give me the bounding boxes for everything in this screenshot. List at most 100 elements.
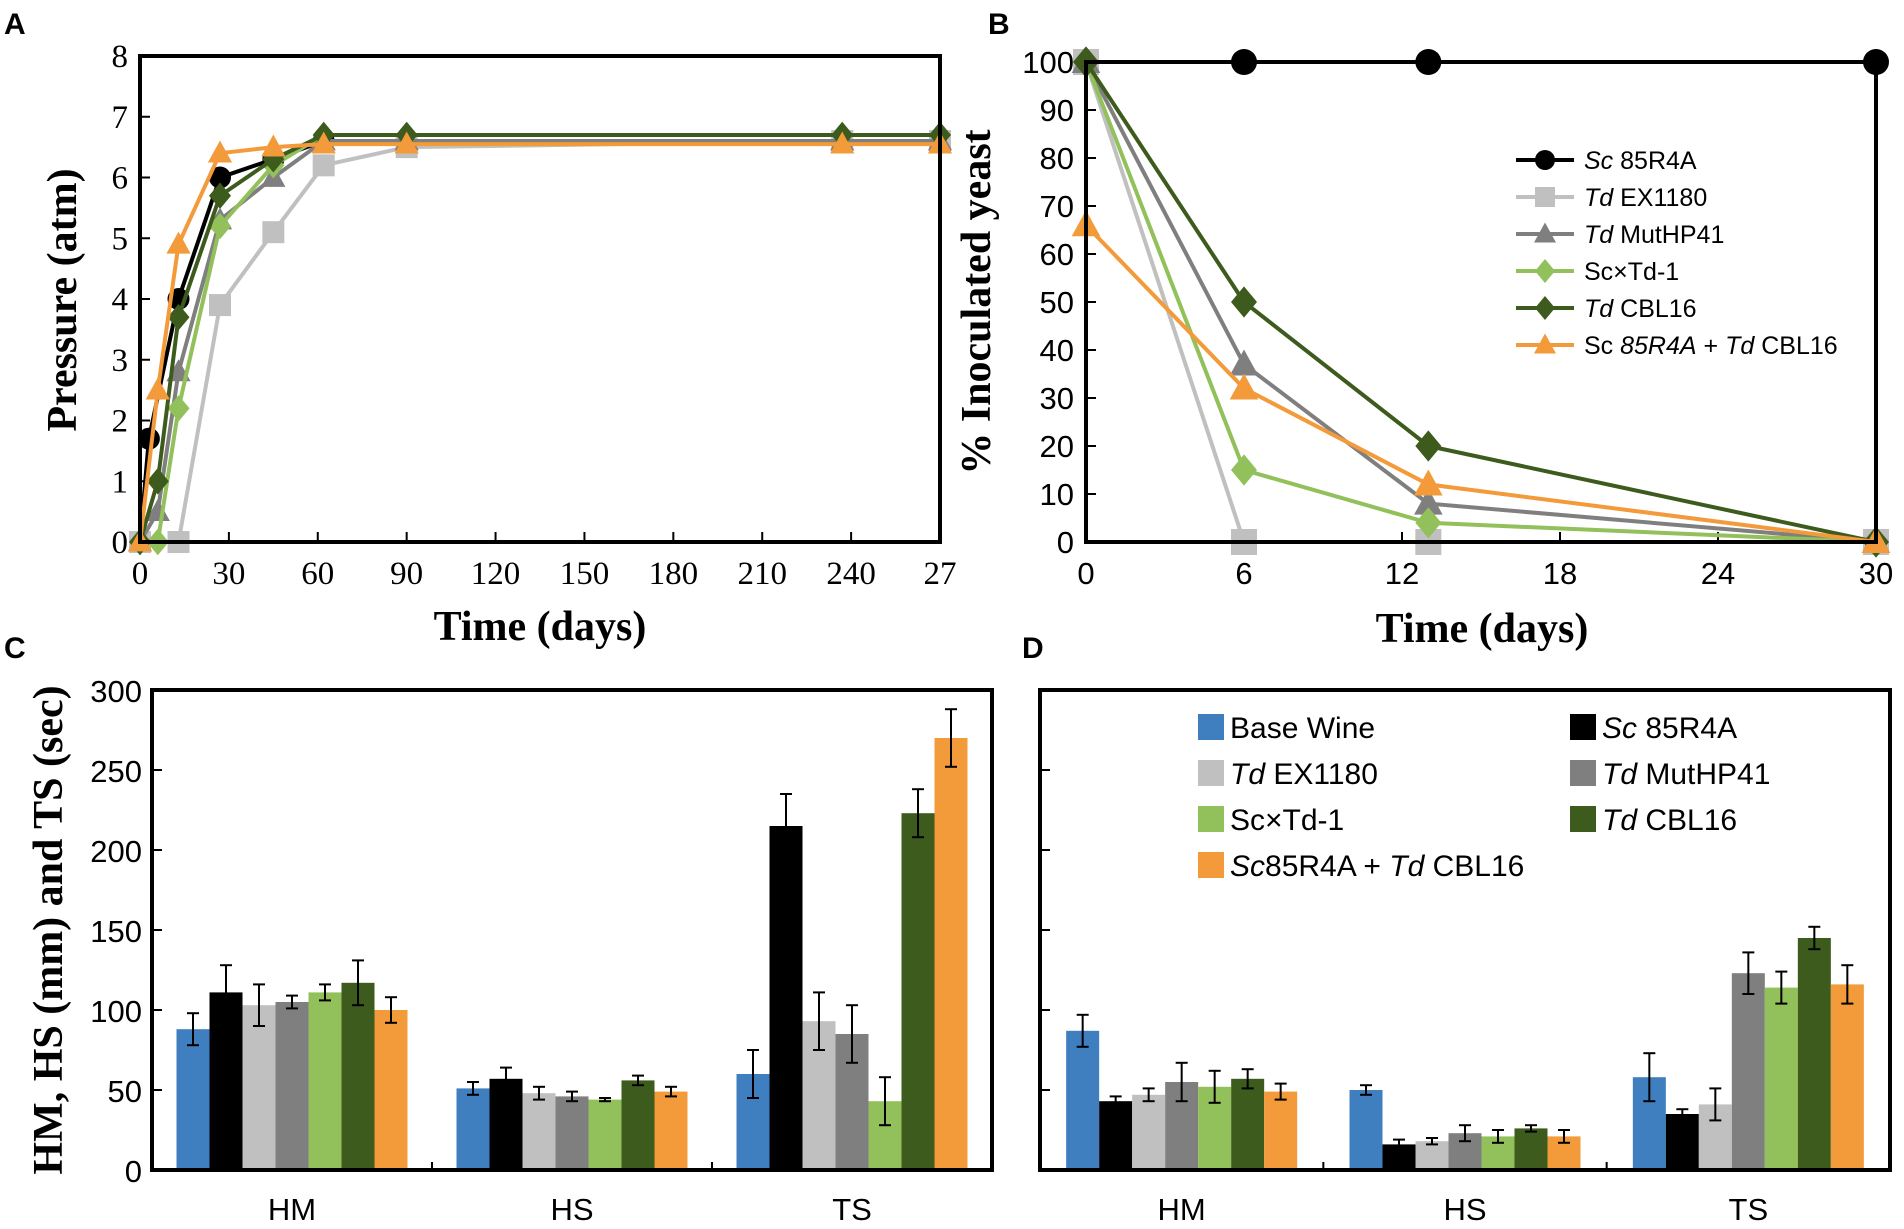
y-tick-label: 250 (90, 754, 142, 789)
data-point (209, 212, 231, 240)
y-tick-label: 60 (1040, 237, 1074, 272)
bar-td-muthp41-hs (1448, 1124, 1482, 1170)
data-point (166, 231, 191, 254)
bar-sc-85r4a-hm (1099, 1095, 1133, 1170)
data-point (145, 377, 170, 400)
bar (588, 1099, 622, 1170)
y-tick-label: 20 (1040, 429, 1074, 464)
panel-letter-b: B (988, 8, 1010, 41)
series-line (140, 139, 940, 544)
data-point (262, 221, 285, 244)
panel-b-x-axis-label: Time (days) (1376, 606, 1589, 652)
panel-b-series (1071, 46, 1891, 558)
category-label-hs: HS (550, 1192, 593, 1227)
legend-marker (1535, 296, 1555, 320)
bar (1066, 1030, 1100, 1170)
legend-label-part: 85R4A + (1265, 850, 1389, 883)
bar (1830, 984, 1864, 1170)
bar (374, 1010, 408, 1170)
bar (275, 1002, 309, 1170)
series-line (138, 139, 940, 544)
panel-a-line-chart: 0 1 2 3 4 5 6 7 8 0 30 60 90 120 150 180 210 240 27 Time (… (40, 39, 957, 650)
panel-a-ticks: 0 1 2 3 4 5 6 7 8 0 30 60 90 120 150 180 210 240 27 (112, 39, 957, 592)
bar-base-wine-ts (1632, 1052, 1666, 1170)
legend-label-part: 85R4A (1613, 147, 1697, 175)
bar-sc-85r4a-hs (489, 1066, 523, 1170)
bar-sc-td-1-hs (588, 1097, 622, 1170)
legend-label-part: Td (1584, 184, 1614, 212)
x-tick-label: 12 (1385, 556, 1419, 591)
legend-label-text: Sc×Td-1 (1230, 804, 1344, 837)
bar-td-ex1180-ts (1698, 1087, 1732, 1170)
legend-label-text: Td CBL16 (1584, 295, 1697, 323)
panel-d-bars (1066, 925, 1864, 1170)
series-line (138, 139, 940, 543)
legend-label-text: Td MutHP41 (1602, 758, 1770, 791)
data-point (830, 131, 855, 154)
bar-td-cbl16-hm (341, 959, 375, 1170)
legend-label-part: Sc×Td-1 (1584, 258, 1679, 286)
bar-sc-85r4a-td-cbl16-ts (1830, 964, 1864, 1170)
legend-label-text: Sc 85R4A (1602, 712, 1737, 745)
legend-label-part: Sc (1230, 850, 1265, 883)
bar-td-cbl16-ts (1797, 925, 1831, 1170)
series-line (1084, 61, 1877, 544)
series-sc-85r4a-td-cbl16 (1071, 210, 1891, 554)
bar (769, 826, 803, 1170)
series-line (138, 142, 940, 543)
series-td-muthp41 (1071, 47, 1891, 554)
x-tick-label: 150 (560, 556, 610, 592)
legend-label-text: Sc 85R4A + Td CBL16 (1584, 332, 1838, 360)
x-tick-label: 0 (1077, 556, 1094, 591)
category-label-ts: TS (832, 1192, 872, 1227)
legend-entry-td-ex1180: Td EX1180 (1198, 758, 1378, 791)
y-tick-label: 0 (125, 1154, 142, 1189)
bar-td-muthp41-ts (835, 1004, 869, 1170)
legend-marker (1534, 222, 1556, 243)
panel-a-frame (138, 54, 942, 544)
bar-td-muthp41-hs (555, 1090, 589, 1170)
bar (489, 1078, 523, 1170)
y-tick-label: 4 (112, 282, 129, 318)
legend-label-part: Td (1584, 221, 1614, 249)
legend-swatch (1570, 714, 1596, 740)
legend-entry-td-muthp41: Td MutHP41 (1570, 758, 1770, 791)
panel-a-series (127, 121, 953, 556)
x-tick-label: 240 (826, 556, 876, 592)
legend-label-part: CBL16 (1637, 804, 1737, 837)
y-tick-label: 6 (112, 161, 129, 197)
panel-c-frame (150, 688, 994, 1172)
legend-label-part: + (1697, 332, 1726, 360)
data-point (1229, 373, 1259, 400)
legend-entry-sc-85r4a: Sc 85R4A (1570, 712, 1737, 745)
x-tick-label: 180 (649, 556, 699, 592)
legend-label-part: Td (1230, 758, 1266, 791)
legend-label-text: Td MutHP41 (1584, 221, 1724, 249)
y-tick-label: 8 (112, 39, 129, 75)
category-label-ts: TS (1729, 1192, 1769, 1227)
panel-c-bars (176, 708, 968, 1170)
y-tick-label: 80 (1040, 141, 1074, 176)
bar (1264, 1091, 1298, 1170)
legend-marker (1535, 150, 1555, 170)
bar-base-wine-hs (1349, 1084, 1383, 1170)
data-point (1415, 507, 1442, 539)
x-tick-label: 90 (390, 556, 423, 592)
data-point (146, 468, 169, 495)
data-point (209, 294, 231, 317)
y-tick-label: 3 (112, 343, 129, 379)
legend-label-part: 85R4A (1637, 712, 1737, 745)
legend-label-text: Sc85R4A + Td CBL16 (1230, 850, 1524, 883)
panel-letter-d: D (1022, 632, 1044, 665)
panel-c-y-axis-label: HM, HS (mm) and TS (sec) (26, 685, 72, 1174)
legend-label-part: Td (1602, 804, 1638, 837)
series-line (1084, 60, 1877, 544)
bar (1514, 1128, 1548, 1170)
y-tick-label: 30 (1040, 381, 1074, 416)
series-td-ex1180 (1073, 49, 1889, 555)
y-tick-label: 7 (112, 100, 129, 136)
x-tick-label: 30 (1859, 556, 1893, 591)
